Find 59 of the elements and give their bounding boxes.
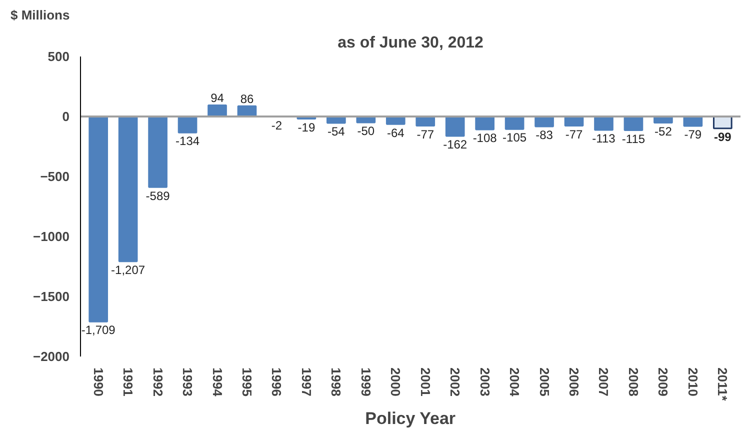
- x-tick-label: 2005: [536, 368, 552, 396]
- data-label: -1,207: [111, 262, 146, 277]
- x-tick-label: 2004: [507, 368, 522, 398]
- x-tick-label: 1996: [269, 368, 284, 396]
- x-tick-label: 2007: [596, 368, 612, 396]
- x-tick-label: 2008: [626, 368, 641, 396]
- y-tick-label: −1500: [32, 289, 70, 304]
- data-label: 86: [240, 92, 254, 106]
- x-tick-label: 2011*: [715, 368, 730, 402]
- y-axis-title: $ Millions: [10, 8, 70, 22]
- data-label: -64: [386, 126, 405, 140]
- y-tick-label: 0: [62, 109, 70, 124]
- y-tick-label: 500: [48, 49, 70, 64]
- x-tick-label: 2001: [418, 368, 433, 396]
- data-label: -113: [592, 132, 616, 146]
- data-label: 94: [210, 91, 224, 106]
- data-label: -77: [416, 127, 434, 142]
- data-label: -162: [443, 138, 468, 152]
- data-label: -52: [654, 124, 672, 138]
- x-tick-label: 1994: [210, 368, 225, 398]
- y-tick-label: −2000: [32, 349, 70, 364]
- x-tick-label: 1990: [90, 368, 106, 396]
- x-tick-label: 1991: [120, 368, 136, 396]
- data-label: -79: [684, 128, 702, 142]
- data-label: -115: [622, 132, 646, 146]
- x-tick-label: 2002: [448, 368, 463, 396]
- data-label: -54: [328, 124, 346, 139]
- data-label: -50: [357, 124, 375, 138]
- bar: [445, 116, 465, 137]
- y-tick-label: −500: [40, 169, 70, 184]
- x-tick-label: 1998: [328, 368, 344, 396]
- bar: [88, 116, 108, 322]
- bar: [594, 116, 614, 131]
- x-tick-label: 1997: [298, 368, 314, 396]
- x-tick-label: 1999: [358, 368, 374, 396]
- data-label: -589: [146, 188, 170, 203]
- bar: [118, 116, 138, 262]
- x-tick-label: 1993: [180, 368, 196, 396]
- data-label: -2: [271, 118, 282, 132]
- x-tick-label: 2009: [656, 368, 671, 396]
- bar: [148, 116, 168, 188]
- bar: [178, 116, 198, 134]
- x-tick-label: 2000: [388, 368, 404, 396]
- data-label: -1,709: [81, 323, 116, 338]
- chart-title: as of June 30, 2012: [338, 34, 484, 52]
- x-tick-label: 2006: [566, 368, 582, 396]
- x-axis-title: Policy Year: [365, 408, 456, 428]
- x-tick-label: 2010: [685, 368, 700, 396]
- data-label: -105: [502, 130, 527, 145]
- x-tick-label: 1995: [239, 368, 254, 396]
- data-label: -134: [176, 134, 200, 148]
- x-tick-label: 1992: [150, 368, 166, 396]
- data-label: -83: [536, 128, 554, 142]
- data-label: -99: [714, 130, 732, 144]
- data-label: -19: [298, 120, 316, 134]
- data-label: -77: [565, 127, 584, 142]
- data-label: -108: [472, 131, 498, 146]
- y-tick-label: −1000: [32, 229, 70, 244]
- x-tick-label: 2003: [477, 368, 492, 396]
